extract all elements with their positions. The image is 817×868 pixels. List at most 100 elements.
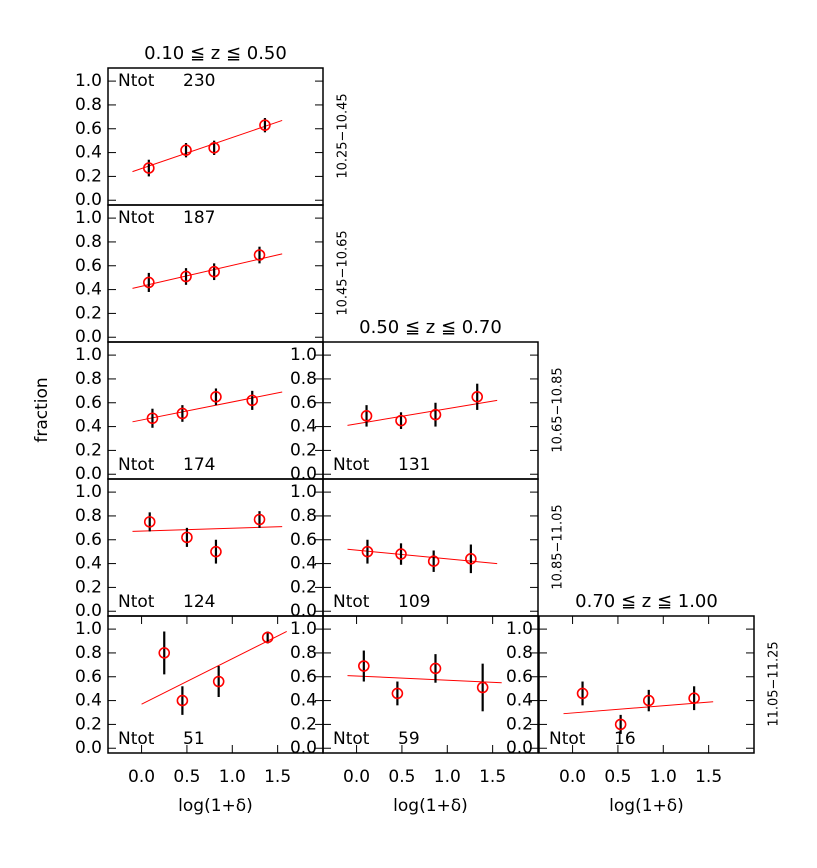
y-tick-label: 0.6 <box>75 256 102 276</box>
data-point <box>391 687 404 700</box>
panel-title: 0.70 ≦ z ≦ 1.00 <box>575 591 718 612</box>
x-tick-label: 1.0 <box>650 767 677 787</box>
fit-line <box>132 119 283 173</box>
panel-frame <box>538 615 755 754</box>
data-point <box>208 265 220 278</box>
x-tick-label: 0.0 <box>128 767 155 787</box>
ntot-label: Ntot <box>549 729 586 749</box>
side-label: 10.65−10.85 <box>551 367 566 452</box>
y-tick-label: 1.0 <box>290 482 317 502</box>
data-point <box>210 390 222 403</box>
side-label: 10.25−10.45 <box>336 93 351 178</box>
data-point <box>361 545 374 558</box>
ntot-label: Ntot <box>118 455 155 475</box>
y-tick-label: 0.4 <box>75 417 102 437</box>
data-point <box>429 408 442 421</box>
ntot-value: 51 <box>183 729 205 749</box>
x-axis-label: log(1+δ) <box>178 796 253 816</box>
y-tick-label: 0.6 <box>290 530 317 550</box>
data-point <box>642 694 655 707</box>
fit-line <box>141 631 287 705</box>
x-axis-label: log(1+δ) <box>609 796 684 816</box>
ntot-value: 59 <box>398 729 420 749</box>
data-point <box>143 516 156 528</box>
data-point <box>427 555 440 568</box>
data-point <box>158 647 171 659</box>
data-point <box>212 675 225 688</box>
y-tick-label: 1.0 <box>75 71 102 91</box>
ntot-value: 109 <box>398 592 430 612</box>
y-tick-label: 1.0 <box>75 345 102 365</box>
y-tick-label: 0.0 <box>75 464 102 484</box>
y-tick-label: 0.4 <box>290 691 317 711</box>
x-tick-label: 0.5 <box>388 767 415 787</box>
y-tick-label: 0.6 <box>290 393 317 413</box>
x-tick-label: 1.5 <box>695 767 722 787</box>
y-tick-label: 0.0 <box>75 601 102 621</box>
y-tick-label: 0.4 <box>75 554 102 574</box>
data-point <box>180 270 192 283</box>
side-label: 10.45−10.65 <box>336 230 351 315</box>
y-tick-label: 0.6 <box>290 667 317 687</box>
data-point <box>253 513 266 526</box>
y-tick-label: 0.6 <box>75 393 102 413</box>
y-tick-label: 0.6 <box>75 530 102 550</box>
data-point <box>395 548 407 560</box>
y-tick-label: 0.2 <box>290 577 317 597</box>
y-tick-label: 0.6 <box>506 667 533 687</box>
y-tick-label: 0.2 <box>75 577 102 597</box>
y-tick-label: 0.0 <box>75 190 102 210</box>
data-point <box>143 162 155 174</box>
panel-title: 0.50 ≦ z ≦ 0.70 <box>359 317 502 338</box>
y-tick-label: 0.0 <box>506 738 533 758</box>
y-tick-label: 0.2 <box>290 714 317 734</box>
ntot-value: 187 <box>183 208 215 228</box>
ntot-label: Ntot <box>118 71 155 91</box>
y-tick-label: 0.8 <box>75 643 102 663</box>
y-tick-label: 1.0 <box>290 619 317 639</box>
data-point <box>261 631 274 644</box>
ntot-label: Ntot <box>333 592 370 612</box>
x-tick-label: 0.5 <box>173 767 200 787</box>
y-tick-label: 0.8 <box>290 643 317 663</box>
data-point <box>576 687 589 700</box>
ntot-value: 174 <box>183 455 215 475</box>
data-point <box>176 407 189 420</box>
data-point <box>181 531 193 544</box>
side-label: 10.85−11.05 <box>551 504 566 589</box>
y-tick-label: 0.4 <box>75 280 102 300</box>
x-tick-label: 0.5 <box>604 767 631 787</box>
data-point <box>259 119 271 131</box>
ntot-label: Ntot <box>118 729 155 749</box>
data-point <box>395 414 407 427</box>
x-tick-label: 1.0 <box>219 767 246 787</box>
x-tick-label: 0.0 <box>343 767 370 787</box>
y-tick-label: 0.4 <box>75 691 102 711</box>
data-point <box>210 545 222 558</box>
data-point <box>208 142 220 154</box>
x-tick-label: 1.0 <box>434 767 461 787</box>
y-tick-label: 0.6 <box>75 119 102 139</box>
x-tick-label: 1.5 <box>479 767 506 787</box>
y-axis-label: fraction <box>32 377 52 442</box>
y-tick-label: 1.0 <box>290 345 317 365</box>
y-tick-label: 0.8 <box>75 506 102 526</box>
fit-line <box>347 399 498 426</box>
side-label: 11.05−11.25 <box>767 641 782 726</box>
y-tick-label: 0.2 <box>290 440 317 460</box>
data-point <box>146 412 159 425</box>
fit-line <box>132 391 283 423</box>
data-point <box>180 144 192 156</box>
x-tick-label: 1.5 <box>264 767 291 787</box>
panel-title: 0.10 ≦ z ≦ 0.50 <box>144 43 287 64</box>
y-tick-label: 0.2 <box>75 440 102 460</box>
y-tick-label: 1.0 <box>75 482 102 502</box>
y-tick-label: 0.4 <box>75 143 102 163</box>
y-tick-label: 0.8 <box>290 369 317 389</box>
y-tick-label: 0.2 <box>75 303 102 323</box>
ntot-label: Ntot <box>333 455 370 475</box>
ntot-value: 131 <box>398 455 430 475</box>
y-tick-label: 1.0 <box>506 619 533 639</box>
y-tick-label: 0.8 <box>290 506 317 526</box>
